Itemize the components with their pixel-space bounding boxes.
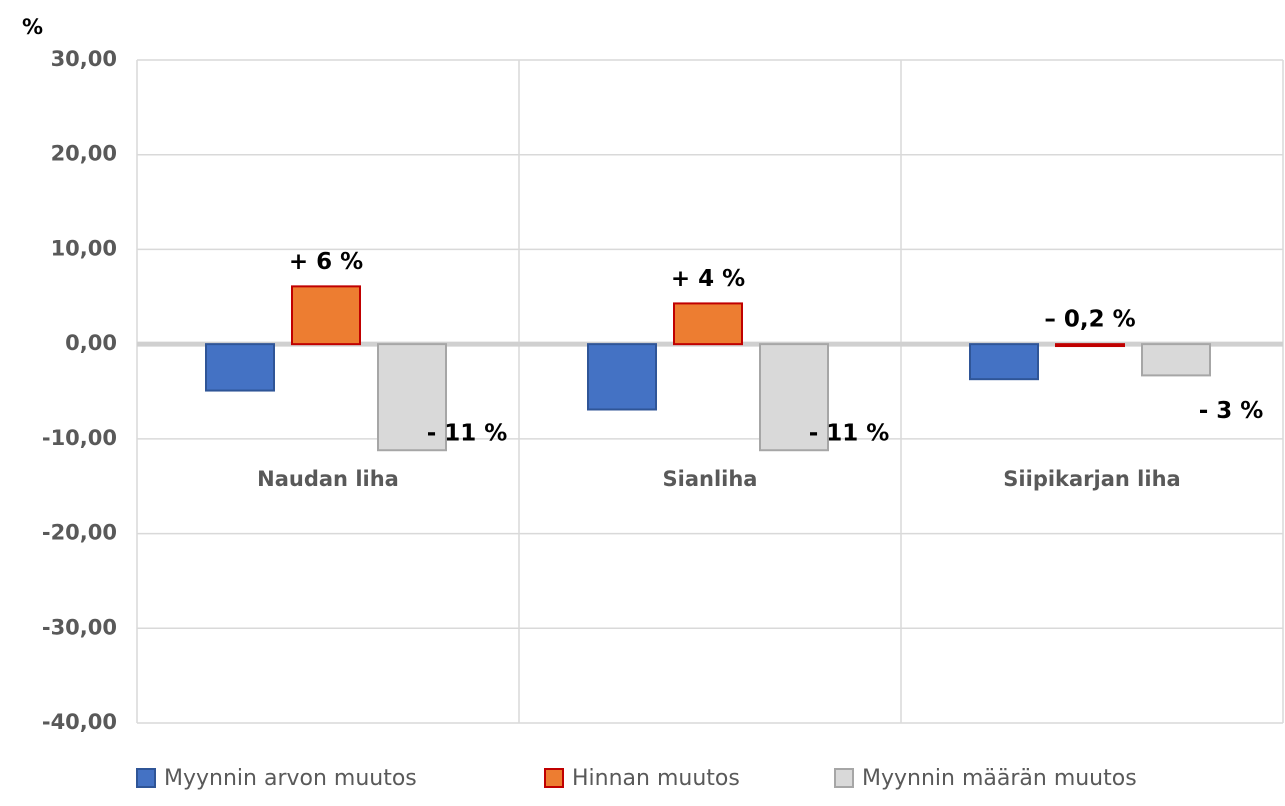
bar xyxy=(759,343,829,452)
legend-swatch xyxy=(136,768,156,788)
legend-label: Myynnin arvon muutos xyxy=(164,766,417,791)
data-label: - 3 % xyxy=(1199,398,1264,424)
bar xyxy=(377,343,447,452)
y-tick-label: -10,00 xyxy=(42,426,117,450)
data-label: – 0,2 % xyxy=(1044,307,1135,333)
y-tick-label: 30,00 xyxy=(51,47,117,71)
y-tick-label: 10,00 xyxy=(51,236,117,260)
bar xyxy=(291,285,361,346)
bar xyxy=(673,302,743,346)
bar xyxy=(969,343,1039,381)
legend-label: Myynnin määrän muutos xyxy=(862,766,1137,791)
data-label: + 6 % xyxy=(289,249,363,275)
data-label: - 11 % xyxy=(809,421,890,447)
y-axis-label: % xyxy=(22,15,43,39)
legend-label: Hinnan muutos xyxy=(572,766,740,791)
x-tick-label: Sianliha xyxy=(663,467,758,491)
x-tick-label: Naudan liha xyxy=(257,467,399,491)
bar xyxy=(205,343,275,392)
bar xyxy=(1055,343,1125,348)
y-tick-label: -40,00 xyxy=(42,710,117,734)
legend-swatch xyxy=(544,768,564,788)
x-tick-label: Siipikarjan liha xyxy=(1003,467,1180,491)
y-tick-label: -20,00 xyxy=(42,521,117,545)
bar xyxy=(1141,343,1211,377)
y-tick-label: 0,00 xyxy=(65,331,117,355)
y-tick-label: -30,00 xyxy=(42,615,117,639)
data-label: + 4 % xyxy=(671,266,745,292)
y-tick-label: 20,00 xyxy=(51,142,117,166)
legend-swatch xyxy=(834,768,854,788)
bar xyxy=(587,343,657,411)
data-label: - 11 % xyxy=(427,421,508,447)
